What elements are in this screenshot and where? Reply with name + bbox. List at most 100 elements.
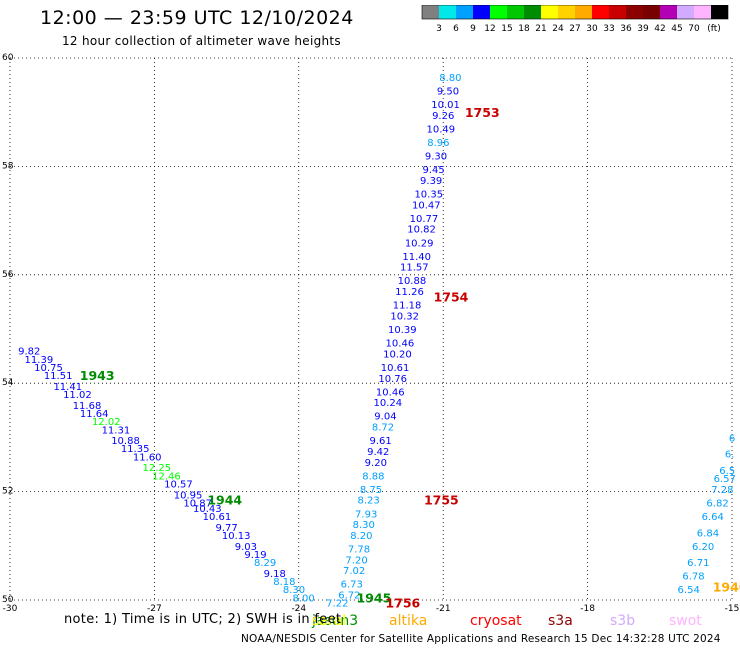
swh-value: 6.72	[338, 591, 360, 602]
swh-value: 11.26	[395, 287, 424, 298]
swh-value: 6.73	[341, 580, 363, 591]
footer-credit: NOAA/NESDIS Center for Satellite Applica…	[241, 633, 721, 645]
swh-value: 10.61	[381, 363, 410, 374]
colorbar-label: 30	[586, 24, 598, 34]
colorbar-label: 21	[535, 24, 546, 34]
y-tick-label: 54	[2, 378, 14, 388]
swh-value: 6.5	[719, 466, 735, 477]
legend-saral: saral	[312, 613, 346, 629]
legend-altika: altika	[389, 613, 427, 629]
colorbar-swatch	[439, 5, 456, 19]
swh-value: 9.45	[422, 165, 444, 176]
swh-value: 6.64	[702, 512, 724, 523]
swh-value: 10.76	[378, 374, 407, 385]
swh-value: 9.19	[244, 550, 266, 561]
legend-s3b: s3b	[610, 613, 635, 629]
page-subtitle: 12 hour collection of altimeter wave hei…	[62, 34, 341, 48]
swh-value: 8.18	[273, 577, 295, 588]
colorbar-swatch	[524, 5, 541, 19]
swh-value: 10.43	[193, 504, 222, 515]
pass-time-label: 1753	[465, 105, 500, 120]
colorbar-swatch	[660, 5, 677, 19]
swh-value: 8.96	[427, 138, 449, 149]
swh-value: 9.04	[374, 412, 396, 423]
swh-value: 9.77	[215, 523, 237, 534]
pass-time-label: 1943	[80, 368, 115, 383]
swh-value: 7.20	[345, 555, 367, 566]
colorbar-swatch	[490, 5, 507, 19]
pass-time-label: 1944	[207, 493, 242, 508]
swh-value: 10.95	[174, 490, 203, 501]
swh-value: 11.40	[402, 252, 431, 263]
swh-labels: 9.8211.3910.7511.5111.4111.0211.6811.641…	[18, 73, 736, 610]
swh-value: 12.25	[142, 463, 171, 474]
swh-value: 12.02	[92, 417, 121, 428]
pass-time-label: 1754	[434, 289, 469, 304]
pass-time-label: 1755	[424, 493, 459, 508]
swh-value: 6.78	[682, 572, 704, 583]
swh-value: 6.71	[687, 558, 709, 569]
swh-value: 7.28	[711, 485, 733, 496]
swh-value: 11.64	[80, 409, 109, 420]
legend-swot: swot	[669, 613, 702, 629]
colorbar-label: 24	[552, 24, 564, 34]
swh-value: 10.35	[414, 190, 443, 201]
colorbar-label: 15	[501, 24, 512, 34]
colorbar-swatch	[541, 5, 558, 19]
swh-value: 10.46	[376, 387, 405, 398]
x-tick-label: -21	[436, 604, 451, 614]
swh-value: 8.00	[292, 593, 314, 604]
swh-value: 11.02	[63, 390, 92, 401]
swh-value: 9.26	[432, 111, 454, 122]
swh-value: 8.29	[254, 558, 276, 569]
grid-lines	[9, 57, 733, 601]
swh-value: 10.88	[398, 276, 427, 287]
swh-value: 11.31	[102, 425, 131, 436]
pass-time-label: 1945	[357, 590, 392, 605]
swh-colorbar: 3 6 9 12 15 18 21 24 27 30 33 36 39 42 45 70 (ft)	[421, 5, 729, 34]
swh-value: 6.	[725, 450, 735, 461]
swh-value: 8.80	[439, 73, 461, 84]
swh-value: 9.30	[425, 152, 447, 163]
swh-value: 8.30	[353, 520, 375, 531]
pass-time-label: 1756	[385, 596, 420, 611]
colorbar-unit: (ft)	[707, 24, 721, 34]
colorbar-frame	[421, 5, 729, 20]
swh-value: 10.47	[412, 200, 441, 211]
swh-value: 10.13	[222, 531, 251, 542]
pass-time-label: 1940	[713, 579, 740, 594]
y-tick-label: 60	[2, 53, 14, 63]
swh-value: 11.41	[53, 382, 82, 393]
swh-value: 9.20	[365, 458, 387, 469]
swh-value: 11.68	[73, 401, 102, 412]
colorbar-label: 6	[453, 24, 459, 34]
swh-value: 10.46	[386, 339, 415, 350]
page-title: 12:00 — 23:59 UTC 12/10/2024	[40, 7, 354, 29]
colorbar-swatch	[422, 5, 439, 19]
colorbar-label: 33	[603, 24, 614, 34]
colorbar-swatch	[507, 5, 524, 19]
swh-value: 9.18	[264, 569, 286, 580]
swh-value: 10.77	[410, 214, 439, 225]
swh-value: 10.39	[388, 325, 417, 336]
swh-value: 8.88	[362, 471, 384, 482]
swh-value: 8.30	[283, 585, 305, 596]
colorbar-swatch	[592, 5, 609, 19]
colorbar-swatch	[694, 5, 711, 19]
swh-value: 11.18	[393, 301, 422, 312]
colorbar-label: 39	[637, 24, 649, 34]
colorbar-label: 45	[671, 24, 682, 34]
swh-value: 9.50	[437, 87, 459, 98]
colorbar-label: 27	[569, 24, 580, 34]
colorbar-swatch	[677, 5, 694, 19]
swh-value: 12.46	[152, 471, 181, 482]
colorbar-label: 42	[654, 24, 665, 34]
x-tick-label: -24	[291, 604, 306, 614]
swh-value: 10.01	[431, 100, 460, 111]
swh-value: 7.78	[348, 545, 370, 556]
swh-value: 8.75	[360, 485, 382, 496]
swh-value: 6.20	[692, 542, 714, 553]
swh-value: 10.75	[34, 363, 63, 374]
